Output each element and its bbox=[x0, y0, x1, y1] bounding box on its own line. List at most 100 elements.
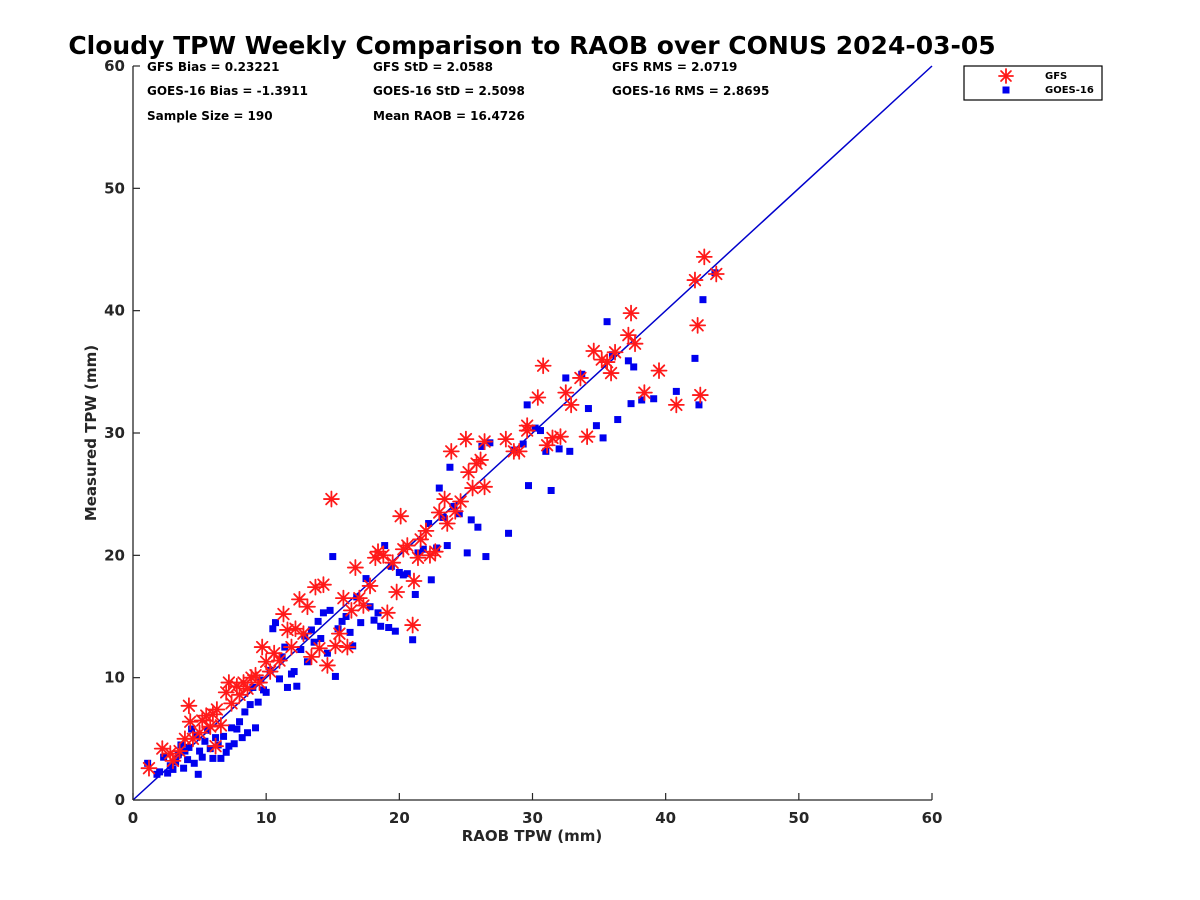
goes16-point bbox=[164, 769, 172, 777]
goes16-point bbox=[225, 742, 233, 750]
goes16-point bbox=[271, 619, 279, 627]
gfs-point bbox=[331, 625, 348, 643]
goes16-point bbox=[536, 427, 544, 435]
y-tick-label: 20 bbox=[104, 546, 125, 564]
goes16-point bbox=[555, 445, 563, 453]
gfs-point bbox=[476, 478, 493, 496]
goes16-point bbox=[209, 754, 217, 762]
goes16-point bbox=[584, 405, 592, 413]
x-tick-label: 40 bbox=[655, 809, 676, 827]
gfs-point bbox=[562, 396, 580, 414]
goes16-point bbox=[206, 745, 214, 753]
gfs-point bbox=[398, 537, 416, 554]
goes16-point bbox=[241, 708, 249, 716]
tick-labels: 0 10 20 30 40 50 60 0 10 20 30 40 50 60 bbox=[104, 57, 942, 827]
gfs-point bbox=[251, 674, 268, 691]
goes16-point bbox=[353, 593, 361, 601]
goes16-point bbox=[603, 318, 611, 326]
goes16-point bbox=[334, 625, 342, 633]
x-tick-label: 10 bbox=[256, 809, 277, 827]
goes16-point bbox=[156, 768, 164, 776]
y-axis-label: Measured TPW (mm) bbox=[82, 345, 100, 521]
legend-goes-symbol bbox=[1002, 86, 1010, 94]
goes16-point bbox=[244, 729, 252, 737]
goes16-point bbox=[370, 616, 378, 624]
gfs-point bbox=[404, 616, 422, 634]
goes16-point bbox=[190, 759, 198, 767]
gfs-point bbox=[311, 639, 328, 657]
goes16-point bbox=[419, 545, 427, 553]
goes16-point bbox=[411, 590, 419, 598]
goes16-point bbox=[228, 724, 236, 732]
gfs-point bbox=[261, 663, 279, 680]
goes16-point bbox=[238, 734, 246, 742]
stat-gfs-rms: GFS RMS = 2.0719 bbox=[612, 60, 737, 74]
stat-goes-std: GOES-16 StD = 2.5098 bbox=[373, 84, 525, 98]
goes16-point bbox=[374, 609, 382, 617]
gfs-point bbox=[342, 601, 360, 619]
goes16-point bbox=[446, 463, 454, 471]
goes16-point bbox=[194, 770, 202, 778]
goes16-point bbox=[474, 523, 482, 531]
goes16-point bbox=[427, 576, 435, 584]
goes16-point bbox=[592, 422, 600, 430]
goes16-point bbox=[252, 724, 260, 732]
gfs-point bbox=[208, 701, 226, 718]
goes16-point bbox=[624, 357, 632, 365]
gfs-point bbox=[602, 364, 620, 382]
gfs-point bbox=[438, 515, 456, 532]
goes16-point bbox=[505, 529, 513, 537]
x-tick-label: 20 bbox=[389, 809, 410, 827]
gfs-point bbox=[275, 605, 292, 623]
goes16-point bbox=[450, 502, 458, 510]
gfs-point bbox=[510, 442, 528, 460]
gfs-point bbox=[164, 752, 182, 770]
goes16-point bbox=[399, 571, 407, 579]
goes16-point bbox=[293, 682, 301, 690]
gfs-point bbox=[686, 271, 704, 289]
reference-line-group bbox=[132, 65, 933, 801]
goes16-point bbox=[486, 439, 494, 447]
gfs-point bbox=[457, 430, 475, 448]
gfs-point bbox=[392, 507, 410, 525]
goes16-point bbox=[578, 370, 586, 378]
goes16-point bbox=[180, 764, 188, 772]
legend-goes-label: GOES-16 bbox=[1045, 85, 1094, 96]
goes16-point bbox=[463, 549, 471, 557]
gfs-point bbox=[388, 583, 406, 601]
y-tick-label: 60 bbox=[104, 57, 125, 75]
goes16-point bbox=[297, 646, 305, 654]
goes16-point bbox=[523, 401, 531, 409]
gfs-point bbox=[212, 716, 230, 734]
goes16-point bbox=[317, 635, 325, 643]
gfs-point bbox=[572, 369, 589, 387]
gfs-point bbox=[619, 326, 637, 344]
gfs-point bbox=[518, 417, 536, 435]
goes16-point bbox=[614, 416, 622, 424]
gfs-point bbox=[497, 430, 515, 448]
goes16-point bbox=[672, 387, 680, 395]
gfs-point bbox=[319, 657, 336, 674]
goes16-point bbox=[319, 609, 327, 617]
gfs-point bbox=[279, 621, 296, 639]
gfs-point bbox=[667, 396, 685, 414]
y-tick-label: 10 bbox=[104, 669, 125, 687]
gfs-point bbox=[378, 604, 396, 622]
goes16-point bbox=[403, 570, 411, 578]
gfs-point bbox=[436, 490, 454, 508]
goes16-point bbox=[222, 748, 230, 756]
gfs-point bbox=[253, 638, 271, 656]
goes16-point bbox=[385, 624, 393, 632]
goes16-point bbox=[185, 743, 193, 751]
goes16-point bbox=[650, 395, 658, 403]
x-tick-label: 0 bbox=[128, 809, 138, 827]
x-tick-label: 30 bbox=[522, 809, 543, 827]
gfs-point bbox=[201, 718, 219, 735]
goes16-point bbox=[214, 741, 222, 749]
goes16-point bbox=[455, 510, 463, 518]
goes16-point bbox=[198, 753, 206, 761]
stat-gfs-std: GFS StD = 2.0588 bbox=[373, 60, 493, 74]
goes16-point bbox=[196, 747, 204, 755]
gfs-point bbox=[529, 389, 547, 406]
